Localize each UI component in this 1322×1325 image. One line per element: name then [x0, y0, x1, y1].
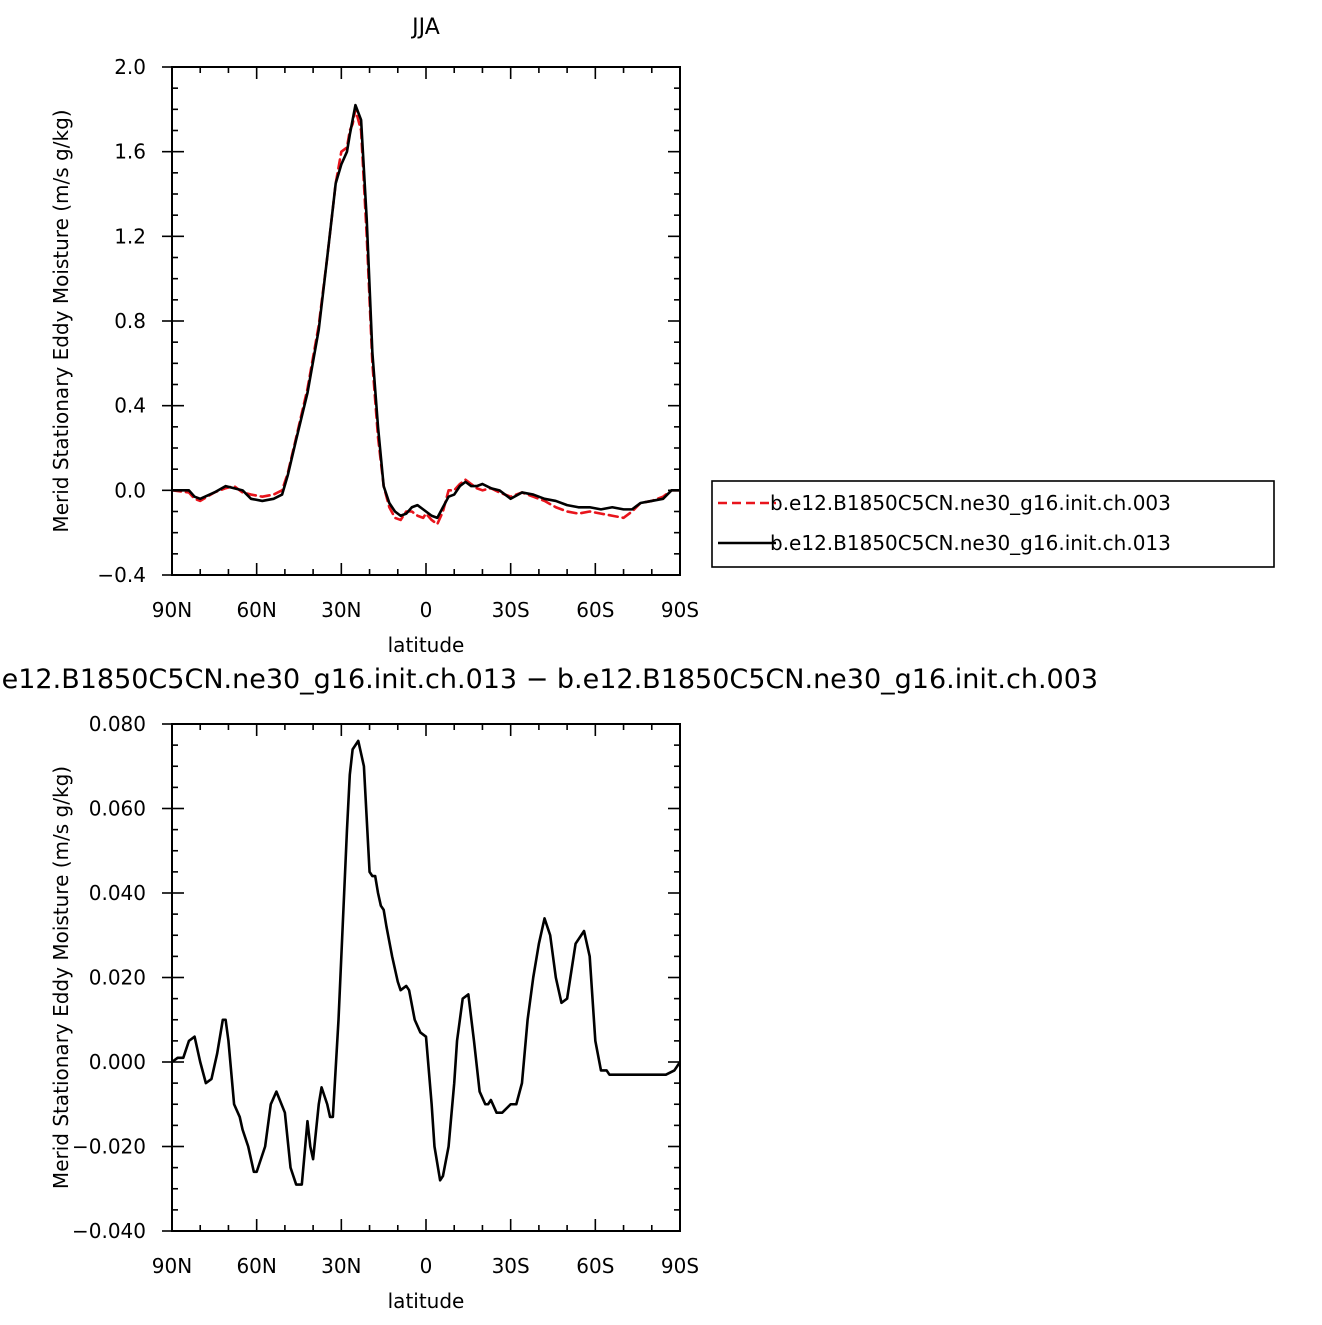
x-tick-label: 90N [152, 1254, 192, 1278]
plot-frame [171, 66, 681, 576]
x-tick-label: 30N [321, 1254, 361, 1278]
x-tick-label: 60S [576, 598, 614, 622]
y-tick-label: 0.020 [89, 966, 146, 990]
y-tick-label: 1.2 [114, 224, 146, 248]
y-tick-label: −0.020 [72, 1135, 146, 1159]
legend-label-2: b.e12.B1850C5CN.ne30_g16.init.ch.013 [770, 531, 1171, 555]
x-tick-label: 30N [321, 598, 361, 622]
series-line-1-1 [172, 108, 680, 526]
legend-label-1: b.e12.B1850C5CN.ne30_g16.init.ch.003 [770, 491, 1171, 515]
x-tick-label: 90S [661, 598, 699, 622]
x-axis-label: latitude [388, 1289, 465, 1313]
x-tick-label: 90S [661, 1254, 699, 1278]
plot-frame [171, 723, 681, 1232]
x-tick-label: 60N [236, 1254, 276, 1278]
x-tick-label: 0 [420, 598, 433, 622]
y-tick-label: 0.060 [89, 797, 146, 821]
y-tick-label: 0.0 [114, 478, 146, 502]
series-line-1-2 [172, 103, 680, 520]
x-axis-label: latitude [388, 633, 465, 657]
top-chart-panel: 90N 60N 30N 0 30S 60S 90S −0.4 0.0 0.4 0.8 1.2 1.6 2.… [49, 15, 1275, 657]
bottom-chart-panel: 90N 60N 30N 0 30S 60S 90S −0.040 −0.020 0.000 0.02… [0, 664, 1098, 1313]
y-tick-label: 0.8 [114, 309, 146, 333]
y-tick-label: −0.4 [97, 563, 146, 587]
y-tick-label: 0.4 [114, 394, 146, 418]
y-tick-label: 0.000 [89, 1050, 146, 1074]
x-tick-label: 60S [576, 1254, 614, 1278]
y-tick-label: 0.040 [89, 881, 146, 905]
series-line-2-1 [172, 739, 680, 1186]
x-tick-label: 30S [492, 1254, 530, 1278]
y-tick-label: 1.6 [114, 140, 146, 164]
y-tick-label: 0.080 [89, 712, 146, 736]
x-tick-label: 90N [152, 598, 192, 622]
x-tick-label: 0 [420, 1254, 433, 1278]
legend-box [711, 480, 1275, 568]
y-tick-label: 2.0 [114, 55, 146, 79]
chart-title: JJA [410, 15, 440, 40]
x-tick-label: 60N [236, 598, 276, 622]
y-tick-label: −0.040 [72, 1219, 146, 1243]
x-tick-label: 30S [492, 598, 530, 622]
chart-title: b.e12.B1850C5CN.ne30_g16.init.ch.013 − b… [0, 664, 1098, 695]
y-axis-label: Merid Stationary Eddy Moisture (m/s g/kg… [49, 109, 73, 532]
y-axis-label: Merid Stationary Eddy Moisture (m/s g/kg… [49, 766, 73, 1189]
